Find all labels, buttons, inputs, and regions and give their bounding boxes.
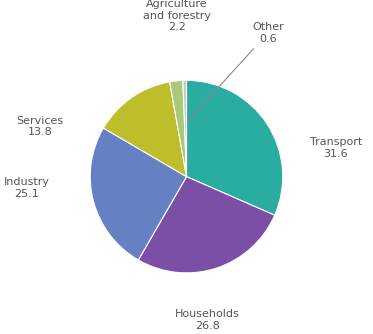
Wedge shape bbox=[183, 80, 186, 177]
Text: Industry
25.1: Industry 25.1 bbox=[4, 177, 50, 199]
Wedge shape bbox=[186, 80, 283, 215]
Wedge shape bbox=[170, 80, 186, 177]
Text: Transport
31.6: Transport 31.6 bbox=[310, 137, 362, 159]
Text: Households
26.8: Households 26.8 bbox=[175, 310, 240, 331]
Text: Agriculture
and forestry
2.2: Agriculture and forestry 2.2 bbox=[143, 0, 211, 32]
Wedge shape bbox=[138, 177, 275, 273]
Wedge shape bbox=[90, 128, 186, 260]
Wedge shape bbox=[103, 82, 186, 177]
Text: Services
13.8: Services 13.8 bbox=[16, 116, 63, 137]
Text: Other
0.6: Other 0.6 bbox=[187, 22, 284, 122]
